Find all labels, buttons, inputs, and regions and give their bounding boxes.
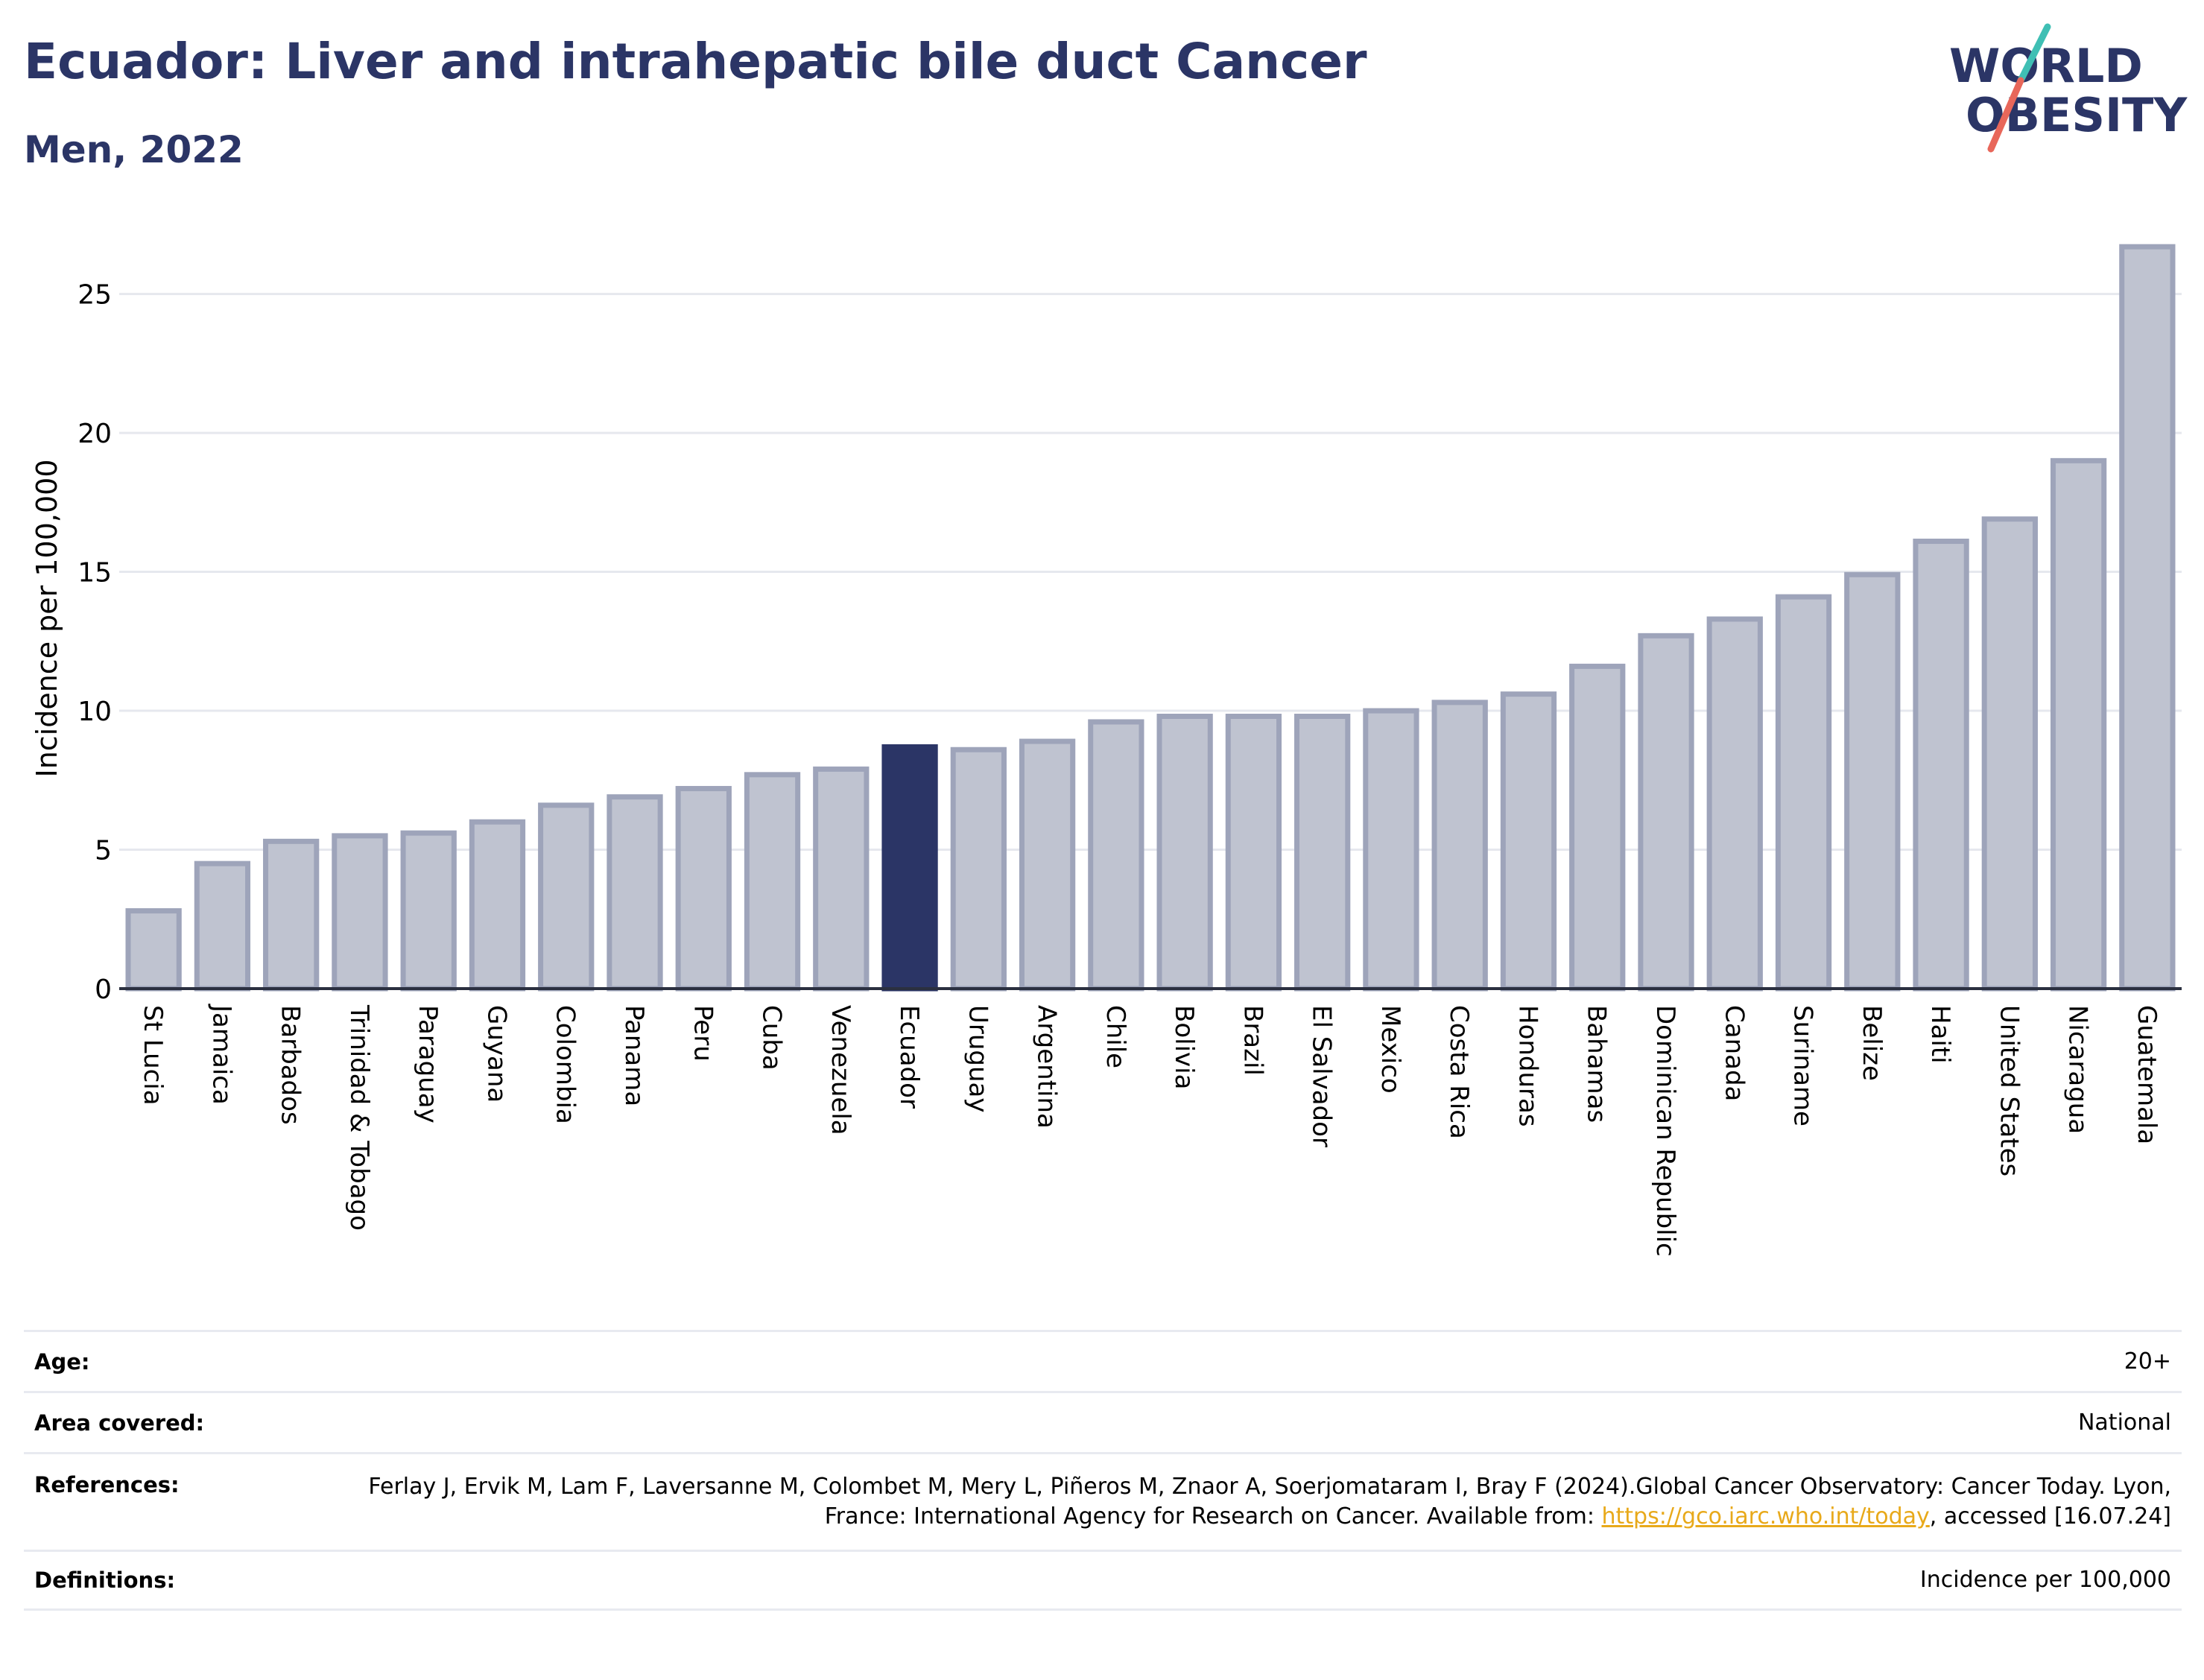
world-obesity-logo: WORLD OBESITY <box>1949 23 2188 153</box>
x-tick-label-paraguay: Paraguay <box>413 1005 443 1123</box>
x-tick-label-honduras: Honduras <box>1513 1005 1542 1127</box>
x-tick-label-costa-rica: Costa Rica <box>1444 1005 1474 1139</box>
x-tick-label-chile: Chile <box>1101 1005 1130 1068</box>
bar-argentina <box>1019 738 1076 992</box>
x-tick-label-haiti: Haiti <box>1925 1005 1955 1064</box>
y-tick-label-25: 25 <box>77 280 112 311</box>
x-tick-label-dominican-republic: Dominican Republic <box>1650 1005 1680 1257</box>
y-tick-label-15: 15 <box>77 558 112 589</box>
x-tick-label-colombia: Colombia <box>551 1005 580 1124</box>
x-tick-label-guatemala: Guatemala <box>2132 1005 2162 1144</box>
info-row-age: Age: 20+ <box>24 1330 2182 1391</box>
bar-barbados <box>263 838 320 992</box>
x-tick-label-canada: Canada <box>1719 1005 1749 1101</box>
bar-guyana <box>469 819 526 992</box>
references-tail: , accessed [16.07.24] <box>1929 1503 2171 1530</box>
bar-paraguay <box>400 830 457 992</box>
bar-suriname <box>1775 594 1832 992</box>
chart-title: Ecuador: Liver and intrahepatic bile duc… <box>24 33 1367 90</box>
tick-labels: 0 5 10 15 20 25 St Lucia Jamaica Barbados Trinida… <box>77 280 2162 1257</box>
bar-chile <box>1088 719 1144 992</box>
bar-venezuela <box>813 766 870 992</box>
logo-slash-top <box>2017 23 2051 84</box>
info-table: Age: 20+ Area covered: National Referenc… <box>24 1330 2182 1611</box>
age-label: Age: <box>34 1348 90 1375</box>
logo-slash-bottom <box>1987 77 2024 153</box>
bar-costa-rica <box>1431 700 1488 992</box>
bar-dominican-republic <box>1638 633 1694 992</box>
x-tick-label-bahamas: Bahamas <box>1582 1005 1612 1123</box>
info-row-references: References: Ferlay J, Ervik M, Lam F, La… <box>24 1452 2182 1550</box>
x-tick-label-united-states: United States <box>1994 1005 2024 1176</box>
x-tick-label-peru: Peru <box>688 1005 718 1062</box>
references-label: References: <box>34 1472 180 1497</box>
x-tick-label-mexico: Mexico <box>1375 1005 1405 1094</box>
definitions-value: Incidence per 100,000 <box>1919 1567 2171 1593</box>
bar-jamaica <box>194 860 251 992</box>
bar-guatemala <box>2119 244 2176 992</box>
x-tick-label-suriname: Suriname <box>1788 1005 1818 1126</box>
grid-lines <box>119 293 2182 852</box>
x-tick-label-barbados: Barbados <box>276 1005 305 1125</box>
x-tick-label-uruguay: Uruguay <box>963 1005 992 1113</box>
bar-bahamas <box>1569 663 1626 992</box>
bar-peru <box>675 785 732 992</box>
x-tick-label-el-salvador: El Salvador <box>1307 1005 1337 1147</box>
x-tick-label-venezuela: Venezuela <box>826 1005 855 1135</box>
x-tick-label-belize: Belize <box>1857 1005 1887 1081</box>
definitions-label: Definitions: <box>34 1568 176 1593</box>
y-tick-label-10: 10 <box>77 697 112 727</box>
bar-uruguay <box>950 747 1007 992</box>
bar-ecuador <box>881 744 938 992</box>
bar-mexico <box>1363 708 1419 992</box>
info-row-definitions: Definitions: Incidence per 100,000 <box>24 1550 2182 1611</box>
bar-bolivia <box>1156 713 1213 992</box>
y-tick-label-0: 0 <box>95 974 112 1005</box>
bar-brazil <box>1225 713 1282 992</box>
bar-cuba <box>744 772 801 992</box>
x-tick-label-nicaragua: Nicaragua <box>2063 1005 2093 1134</box>
bar-colombia <box>538 802 595 992</box>
x-tick-label-ecuador: Ecuador <box>894 1005 924 1109</box>
x-tick-label-panama: Panama <box>619 1005 649 1106</box>
references-value: Ferlay J, Ervik M, Lam F, Laversanne M, … <box>346 1472 2171 1532</box>
bar-st-lucia <box>125 908 182 992</box>
x-tick-label-bolivia: Bolivia <box>1169 1005 1199 1089</box>
y-tick-label-20: 20 <box>77 419 112 449</box>
x-tick-label-brazil: Brazil <box>1238 1005 1267 1076</box>
bar-haiti <box>1913 539 1969 992</box>
x-tick-label-argentina: Argentina <box>1032 1005 1062 1129</box>
y-tick-label-5: 5 <box>95 836 112 866</box>
bar-trinidad-tobago <box>332 833 388 992</box>
x-tick-label-jamaica: Jamaica <box>206 1004 236 1105</box>
x-tick-label-trinidad-tobago: Trinidad & Tobago <box>344 1004 374 1231</box>
references-text: Ferlay J, Ervik M, Lam F, Laversanne M, … <box>368 1474 2171 1530</box>
bars <box>125 244 2176 992</box>
references-link[interactable]: https://gco.iarc.who.int/today <box>1601 1503 1930 1530</box>
bar-united-states <box>1981 516 2038 992</box>
bar-panama <box>607 794 663 992</box>
chart-subtitle: Men, 2022 <box>24 128 244 171</box>
bar-el-salvador <box>1294 713 1351 992</box>
x-tick-label-guyana: Guyana <box>481 1005 511 1103</box>
area-label: Area covered: <box>34 1410 205 1436</box>
bar-canada <box>1706 616 1763 992</box>
bar-honduras <box>1500 691 1557 992</box>
age-value: 20+ <box>2124 1348 2171 1375</box>
x-tick-label-st-lucia: St Lucia <box>138 1005 168 1106</box>
y-axis-label: Incidence per 100,000 <box>31 459 63 777</box>
bar-nicaragua <box>2050 457 2107 992</box>
logo-line-world: WORLD <box>1949 39 2143 93</box>
x-tick-label-cuba: Cuba <box>757 1005 787 1071</box>
bar-belize <box>1844 571 1901 992</box>
area-value: National <box>2077 1409 2171 1436</box>
bar-chart: 0 5 10 15 20 25 St Lucia Jamaica Barbados Trinida… <box>31 244 2182 1257</box>
info-row-area: Area covered: National <box>24 1391 2182 1452</box>
